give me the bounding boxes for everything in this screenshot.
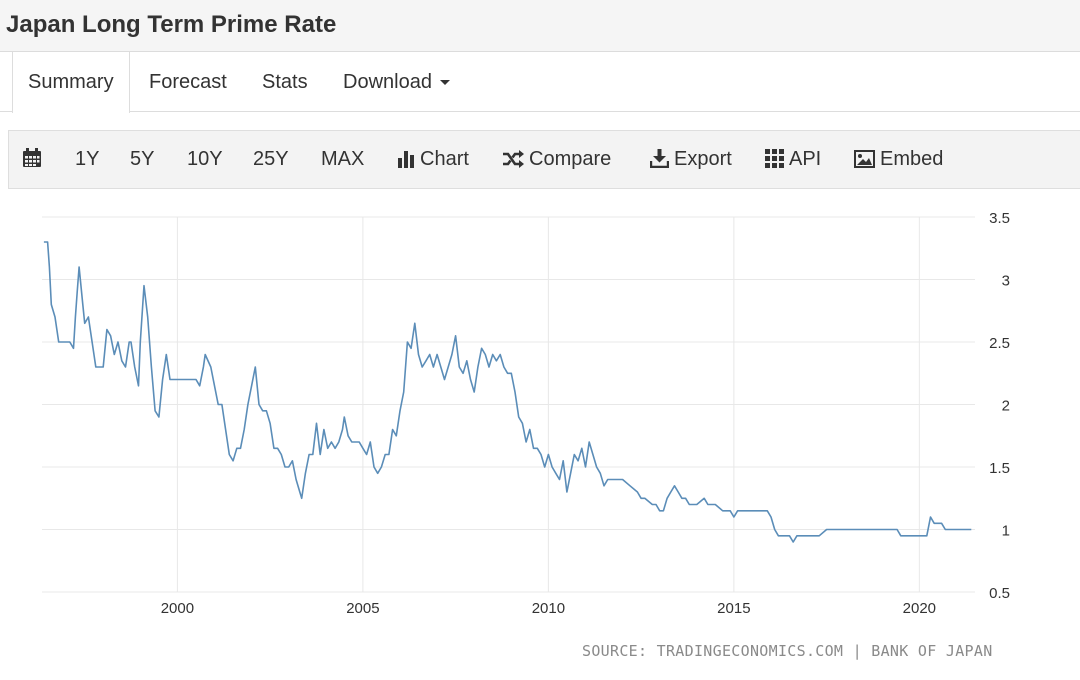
x-tick-label: 2010 bbox=[532, 600, 565, 617]
y-tick-label: 3.5 bbox=[989, 210, 1010, 227]
compare-button[interactable]: Compare bbox=[502, 131, 611, 188]
line-chart: 0.5 1 1.5 2 2.5 3 3.5 2000 2005 2010 2015 2020 bbox=[42, 210, 1010, 617]
range-25y-button[interactable]: 25Y bbox=[253, 148, 289, 170]
x-tick-label: 2020 bbox=[903, 600, 936, 617]
calendar-icon bbox=[23, 148, 41, 167]
calendar-button[interactable] bbox=[22, 131, 47, 188]
y-tick-label: 2.5 bbox=[989, 335, 1010, 352]
tab-summary[interactable]: Summary bbox=[12, 52, 130, 113]
export-button-label: Export bbox=[674, 148, 732, 170]
export-button[interactable]: Export bbox=[649, 131, 732, 188]
y-tick-label: 1.5 bbox=[989, 460, 1010, 477]
chart-button-label: Chart bbox=[420, 148, 469, 170]
tab-forecast[interactable]: Forecast bbox=[149, 71, 227, 93]
image-icon bbox=[854, 150, 875, 168]
bar-chart-icon bbox=[398, 151, 414, 168]
tab-download-label: Download bbox=[343, 71, 432, 93]
range-5y-button[interactable]: 5Y bbox=[130, 148, 155, 170]
embed-button[interactable]: Embed bbox=[854, 131, 943, 188]
download-icon bbox=[649, 149, 670, 169]
chart-toolbar: 1Y 5Y 10Y 25Y MAX Chart Compare Export bbox=[8, 130, 1080, 189]
series-line bbox=[43, 241, 972, 543]
y-tick-label: 0.5 bbox=[989, 585, 1010, 602]
y-tick-label: 1 bbox=[1002, 523, 1010, 540]
grid-icon bbox=[765, 149, 784, 168]
chart-area: 0.5 1 1.5 2 2.5 3 3.5 2000 2005 2010 2015 2020 bbox=[0, 190, 1080, 680]
shuffle-icon bbox=[503, 150, 524, 168]
range-10y-button[interactable]: 10Y bbox=[187, 148, 223, 170]
y-tick-label: 3 bbox=[1002, 273, 1010, 290]
tab-stats[interactable]: Stats bbox=[262, 71, 308, 93]
embed-button-label: Embed bbox=[880, 148, 944, 170]
x-tick-label: 2000 bbox=[161, 600, 194, 617]
range-max-button[interactable]: MAX bbox=[321, 148, 365, 170]
x-tick-label: 2005 bbox=[346, 600, 379, 617]
y-tick-label: 2 bbox=[1002, 398, 1010, 415]
tab-bar: Summary Forecast Stats Download bbox=[0, 52, 1080, 113]
chart-button[interactable]: Chart bbox=[397, 131, 469, 188]
page-title: Japan Long Term Prime Rate bbox=[6, 11, 337, 38]
source-text: SOURCE: TRADINGECONOMICS.COM | BANK OF J… bbox=[582, 642, 993, 660]
title-bar: Japan Long Term Prime Rate bbox=[0, 0, 1080, 52]
tab-download[interactable]: Download bbox=[343, 52, 450, 112]
x-tick-label: 2015 bbox=[717, 600, 750, 617]
api-button[interactable]: API bbox=[765, 131, 821, 188]
api-button-label: API bbox=[789, 148, 822, 170]
chevron-down-icon bbox=[439, 80, 450, 86]
compare-button-label: Compare bbox=[529, 148, 612, 170]
range-1y-button[interactable]: 1Y bbox=[75, 148, 100, 170]
